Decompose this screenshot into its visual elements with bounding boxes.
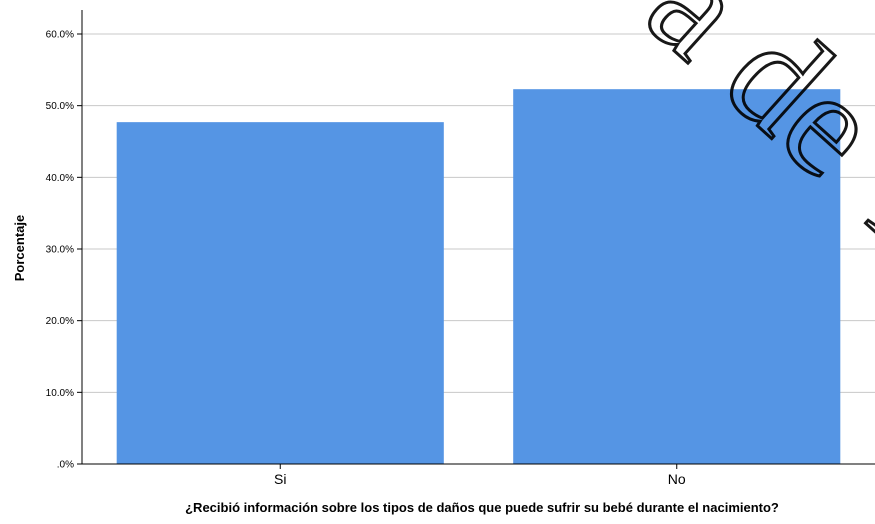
y-axis-title: Porcentaje: [12, 215, 27, 281]
y-tick-label: .0%: [57, 460, 74, 471]
y-tick-label: 20.0%: [46, 316, 74, 327]
y-tick-label: 10.0%: [46, 388, 74, 399]
category-labels: Si No: [274, 464, 686, 487]
category-label: Si: [274, 471, 286, 487]
y-tick-label: 30.0%: [46, 245, 74, 256]
bars: [116, 89, 841, 465]
category-label: No: [668, 471, 686, 487]
x-axis-title: ¿Recibió información sobre los tipos de …: [185, 500, 779, 515]
bar-no: [513, 89, 841, 464]
y-tick-label: 40.0%: [46, 173, 74, 184]
y-tick-label: 50.0%: [46, 101, 74, 112]
y-tick-label: 60.0%: [46, 30, 74, 41]
y-tick-labels: .0% 10.0% 20.0% 30.0% 40.0% 50.0% 60.0%: [46, 30, 74, 471]
bar-si: [116, 122, 444, 465]
